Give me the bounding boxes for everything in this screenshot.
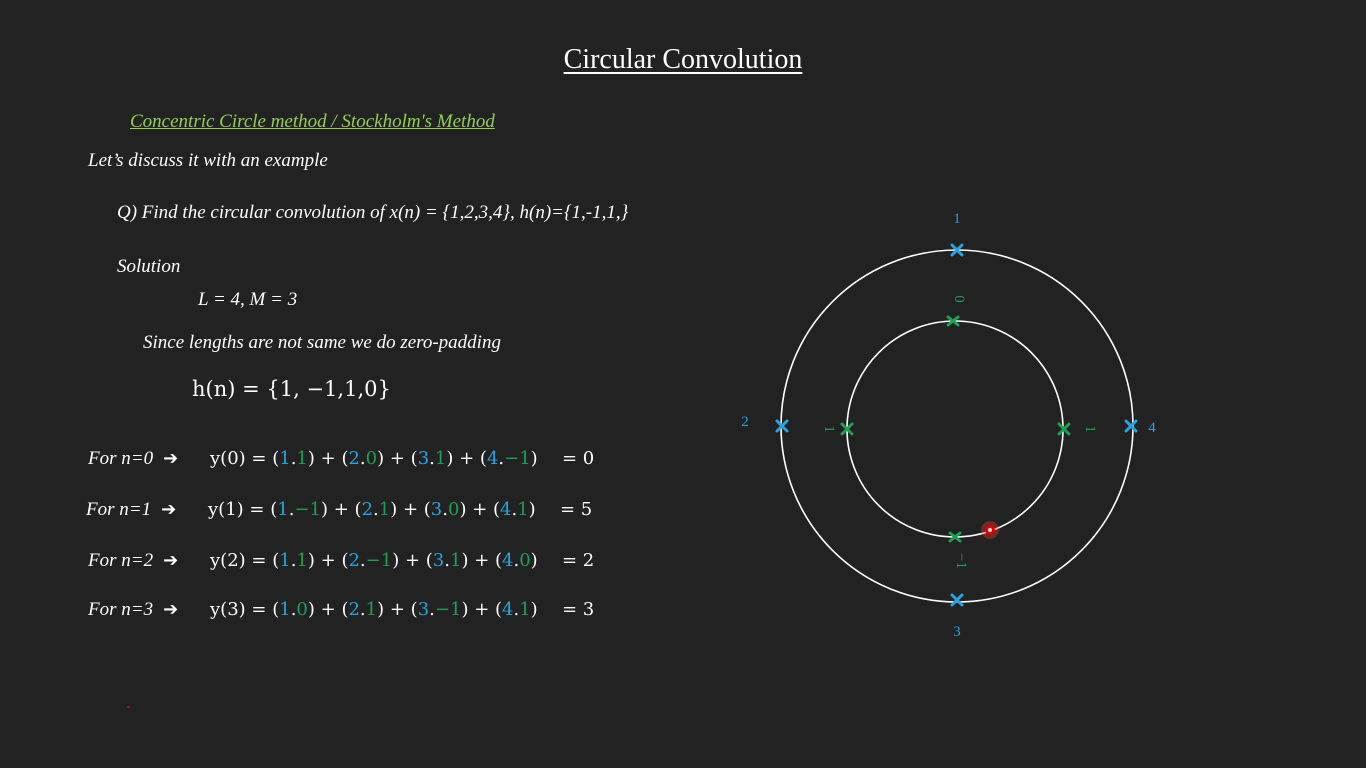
row-equation: y(1) = (1.−1) + (2.1) + (3.0) + (4.1)	[208, 499, 536, 520]
x-term: 1	[279, 550, 291, 571]
h-term: 1	[378, 499, 391, 520]
row-label-text: For n=3	[88, 599, 154, 620]
x-term: 1	[279, 448, 291, 469]
x-term: 3	[430, 499, 443, 520]
x-term: 3	[417, 448, 430, 469]
pointer-dot-icon	[127, 706, 130, 708]
row-lhs: y(0) =	[210, 448, 273, 469]
padding-note: Since lengths are not same we do zero-pa…	[143, 332, 501, 353]
h-term: 0	[296, 599, 308, 620]
row-result: = 0	[562, 448, 595, 469]
outer-marker-top	[950, 243, 964, 257]
solution-label: Solution	[117, 256, 181, 277]
x-term: 4	[486, 448, 499, 469]
x-term: 1	[277, 499, 289, 520]
outer-label-bottom: 3	[953, 624, 961, 640]
right-arrow-icon: ➔	[163, 599, 179, 620]
h-term: 0	[519, 550, 531, 571]
h-term: 1	[434, 448, 447, 469]
x-term: 3	[417, 599, 430, 620]
h-term: 1	[296, 448, 308, 469]
row-lhs: y(1) =	[208, 499, 271, 520]
outer-marker-left	[775, 419, 789, 433]
h-term: −1	[294, 499, 321, 520]
row-label: For n=3 ➔	[88, 599, 178, 621]
row-label: For n=1 ➔	[86, 499, 176, 521]
outer-marker-bottom	[950, 593, 964, 607]
row-result: = 3	[562, 599, 595, 620]
row-result: = 5	[560, 499, 593, 520]
inner-marker-top	[946, 315, 960, 327]
h-term: 1	[296, 550, 308, 571]
right-arrow-icon: ➔	[163, 448, 179, 469]
x-term: 2	[348, 550, 360, 571]
inner-label-right: 1	[1082, 425, 1098, 433]
inner-marker-right	[1057, 422, 1071, 436]
x-term: 4	[500, 499, 512, 520]
h-term: −1	[365, 550, 393, 571]
h-term: 0	[365, 448, 378, 469]
h-term: −1	[434, 599, 462, 620]
h-term: 1	[365, 599, 378, 620]
outer-marker-right	[1124, 419, 1138, 433]
right-arrow-icon: ➔	[163, 550, 179, 571]
row-lhs: y(2) =	[210, 550, 273, 571]
laser-pointer-icon	[981, 521, 999, 539]
outer-label-left: 2	[741, 414, 749, 430]
h-term: 1	[517, 499, 529, 520]
inner-label-left: 1	[821, 425, 837, 433]
x-term: 4	[502, 599, 514, 620]
question-text: Q) Find the circular convolution of x(n)…	[117, 202, 629, 223]
row-label-text: For n=0	[88, 448, 154, 469]
inner-markers	[840, 315, 1071, 543]
row-label: For n=2 ➔	[88, 550, 178, 572]
x-term: 3	[432, 550, 445, 571]
x-term: 2	[348, 448, 360, 469]
method-subtitle: Concentric Circle method / Stockholm's M…	[130, 111, 495, 132]
h-term: 1	[519, 599, 531, 620]
x-term: 2	[361, 499, 374, 520]
row-equation: y(2) = (1.1) + (2.−1) + (3.1) + (4.0)	[210, 550, 538, 571]
lengths-text: L = 4, M = 3	[198, 289, 298, 310]
right-arrow-icon: ➔	[161, 499, 177, 520]
inner-circle	[846, 320, 1064, 538]
outer-markers	[775, 243, 1138, 607]
slide-title: Circular Convolution	[563, 44, 803, 75]
h-term: 1	[449, 550, 462, 571]
x-term: 1	[279, 599, 291, 620]
outer-label-top: 1	[953, 211, 961, 227]
inner-label-top: 0	[951, 295, 967, 303]
row-label-text: For n=1	[86, 499, 152, 520]
x-term: 2	[348, 599, 360, 620]
inner-label-bottom: −1	[953, 553, 969, 569]
row-equation: y(3) = (1.0) + (2.1) + (3.−1) + (4.1)	[210, 599, 538, 620]
row-result: = 2	[562, 550, 595, 571]
padded-h-equation: h(n) = {1, −1,1,0}	[192, 377, 391, 401]
h-term: −1	[504, 448, 531, 469]
outer-label-right: 4	[1148, 420, 1156, 436]
row-equation: y(0) = (1.1) + (2.0) + (3.1) + (4.−1)	[210, 448, 538, 469]
inner-marker-bottom	[948, 531, 962, 543]
row-lhs: y(3) =	[210, 599, 273, 620]
inner-marker-left	[840, 422, 854, 436]
concentric-circles-diagram: 1 2 3 4 0 1 −1 1	[741, 211, 1156, 640]
row-label-text: For n=2	[88, 550, 154, 571]
intro-text: Let’s discuss it with an example	[88, 150, 328, 171]
x-term: 4	[502, 550, 514, 571]
h-term: 0	[447, 499, 460, 520]
row-label: For n=0 ➔	[88, 448, 178, 470]
